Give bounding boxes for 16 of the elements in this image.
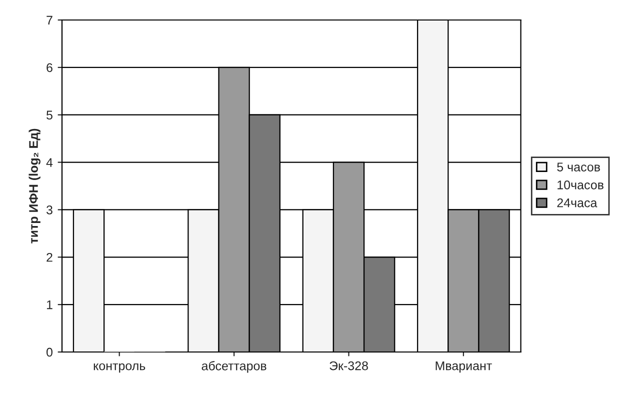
y-tick-label: 3 <box>46 206 52 214</box>
y-tick-label: 7 <box>46 16 52 25</box>
y-tick-label: 5 <box>46 110 52 120</box>
y-tick-label: 1 <box>46 300 52 310</box>
x-tick-label: Эк-328 <box>330 361 368 370</box>
legend-label: 24часа <box>557 198 598 208</box>
y-tick-label: 4 <box>46 158 53 167</box>
y-axis-title: титр ИФН (log₂ Ед) <box>28 128 40 244</box>
legend-label: 10часов <box>558 180 604 190</box>
x-tick-label: абсеттаров <box>202 361 266 373</box>
x-tick-label: Мвариант <box>436 361 492 373</box>
y-tick-label: 6 <box>46 63 52 72</box>
x-tick-label: контроль <box>94 363 146 373</box>
legend-label: 5 часов <box>557 162 600 172</box>
y-tick-label: 0 <box>46 348 52 357</box>
y-tick-label: 2 <box>46 252 52 262</box>
